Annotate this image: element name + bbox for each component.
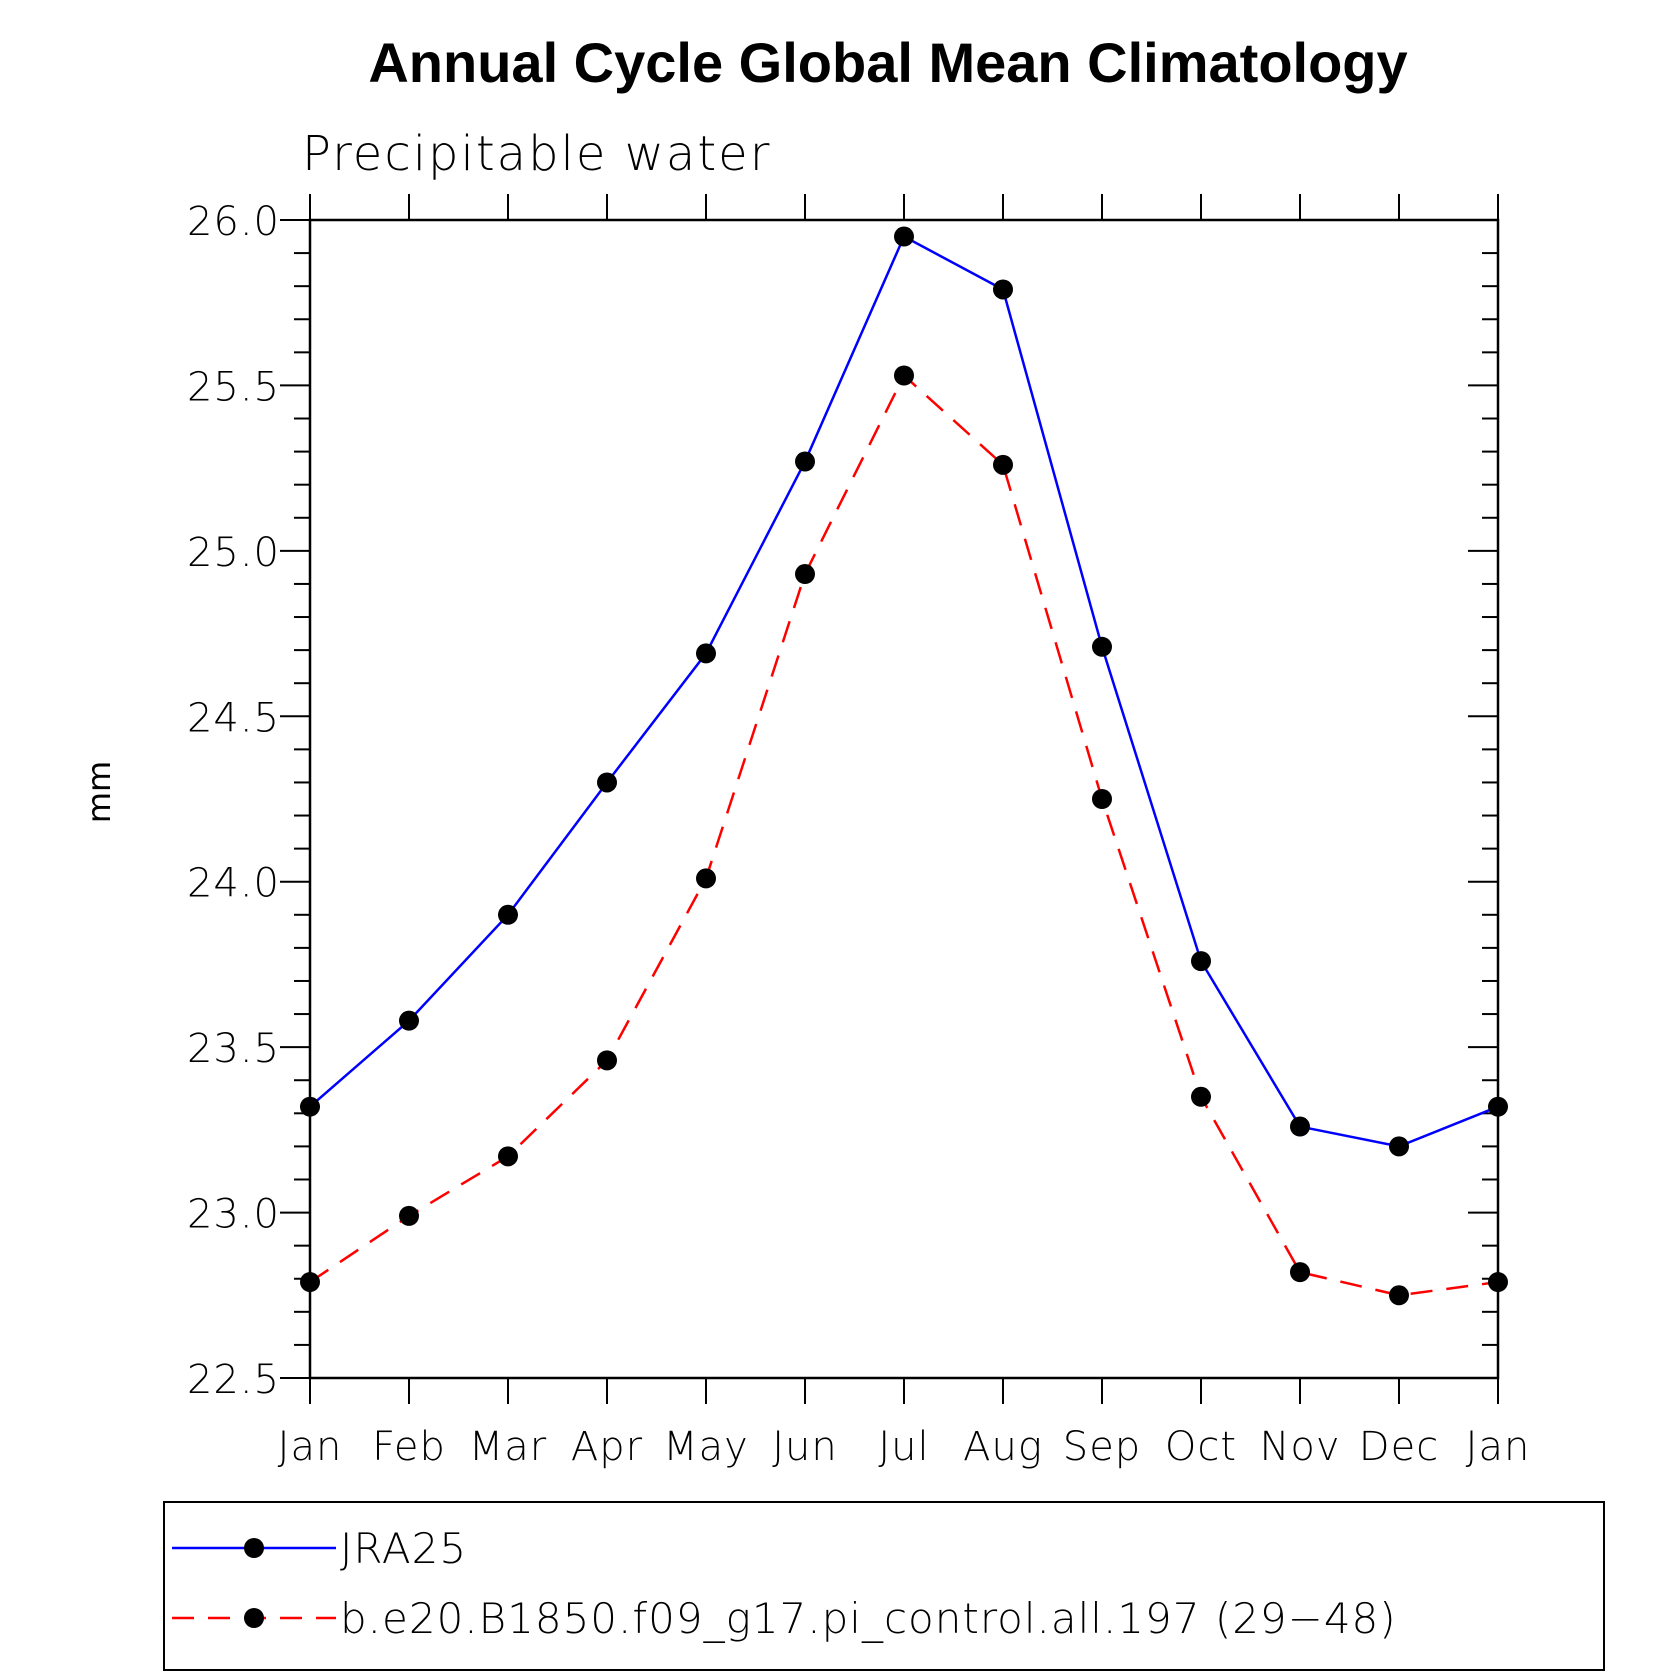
x-tick-label: Sep [1063,1424,1141,1470]
data-point-series-0 [894,226,914,247]
y-axis: 22.5 23.0 23.5 24.0 24.5 25.0 25.5 26.0 [187,199,1498,1403]
legend: JRA25 b.e20.B1850.f09_g17.pi_control.all… [163,1501,1605,1671]
data-point-series-1 [597,1050,617,1071]
plot-frame [308,218,1500,1380]
x-tick-label: Dec [1359,1424,1439,1470]
y-tick-label: 22.5 [187,1357,280,1403]
legend-label-model: b.e20.B1850.f09_g17.pi_control.all.197 (… [340,1594,1397,1643]
data-point-series-1 [300,1272,320,1293]
legend-box [163,1501,1605,1671]
data-point-series-0 [696,643,716,664]
chart-title: Annual Cycle Global Mean Climatology [368,31,1407,94]
x-tick-label: Jun [772,1424,838,1470]
data-point-series-1 [1389,1285,1409,1306]
data-point-series-1 [1488,1272,1508,1293]
data-point-series-1 [993,454,1013,475]
data-point-series-1 [1290,1262,1310,1283]
y-tick-label: 24.0 [187,861,280,907]
data-point-series-0 [795,451,815,472]
data-point-series-0 [1092,636,1112,657]
data-point-series-0 [1488,1096,1508,1117]
data-point-series-0 [399,1010,419,1031]
data-point-series-1 [1092,789,1112,809]
data-point-series-1 [399,1205,419,1226]
legend-marker-jra25 [244,1538,264,1558]
legend-marker-model [244,1608,264,1628]
data-point-series-1 [696,868,716,889]
plot-border [308,218,1500,1380]
data-point-series-0 [300,1096,320,1117]
y-tick-label: 23.5 [187,1026,280,1072]
chart-subtitle: Precipitable water [302,126,771,182]
x-tick-label: Apr [571,1424,643,1470]
series-layer [300,226,1508,1306]
x-tick-label: Aug [963,1424,1043,1470]
series-line-1 [309,373,1499,1297]
data-point-series-0 [1290,1116,1310,1137]
x-tick-label: Mar [469,1424,547,1470]
data-point-series-1 [795,564,815,585]
data-point-series-0 [597,772,617,793]
y-tick-label: 24.5 [187,695,280,741]
data-point-series-1 [894,365,914,386]
data-point-series-1 [498,1146,518,1167]
x-tick-label: Jan [278,1424,343,1470]
x-tick-label: Oct [1165,1424,1237,1470]
x-tick-label: Feb [372,1424,446,1470]
x-tick-label: May [663,1424,749,1470]
x-axis: Jan Feb Mar Apr May Jun Jul Aug Sep Oct Nov Dec Jan [278,194,1531,1470]
x-tick-label: Nov [1259,1424,1340,1470]
data-point-series-0 [993,279,1013,300]
x-tick-label: Jan [1466,1424,1531,1470]
y-axis-label: mm [80,761,118,823]
y-tick-label: 26.0 [187,199,280,245]
data-point-series-0 [1389,1136,1409,1157]
data-point-series-0 [1191,951,1211,972]
y-tick-label: 25.0 [187,530,280,576]
y-tick-label: 23.0 [187,1192,280,1238]
x-tick-label: Jul [878,1424,929,1470]
legend-label-jra25: JRA25 [340,1524,467,1573]
y-tick-label: 25.5 [187,364,280,410]
data-point-series-0 [498,904,518,925]
data-point-series-1 [1191,1086,1211,1107]
